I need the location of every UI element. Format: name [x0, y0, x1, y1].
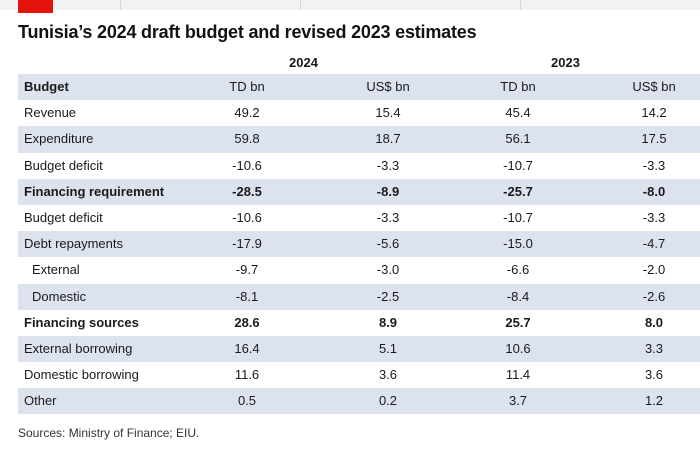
cell-td-2023: 10.6: [505, 340, 531, 356]
header-td-2024: TD bn: [229, 79, 265, 94]
cell-td-2024: 49.2: [234, 105, 260, 121]
cell-usd-2023: -3.3: [642, 209, 666, 225]
cell-td-2024: -10.6: [232, 157, 262, 173]
cell-td-2024: -9.7: [235, 262, 259, 278]
row-label: External: [32, 262, 80, 278]
header-usd-2024: US$ bn: [366, 79, 410, 94]
header-td-2023: TD bn: [500, 79, 536, 94]
table-row: Debt repayments -17.9 -5.6 -15.0 -4.7: [18, 231, 700, 258]
table-row: Budget deficit -10.6 -3.3 -10.7 -3.3: [18, 204, 700, 232]
cell-usd-2024: 8.9: [378, 314, 398, 330]
year-header-2023: 2023: [551, 55, 580, 70]
cell-td-2024: -10.6: [232, 209, 262, 225]
cell-td-2023: -15.0: [503, 236, 533, 252]
header-budget: Budget: [24, 79, 69, 94]
cell-usd-2023: 3.6: [644, 367, 664, 383]
row-label: Financing sources: [24, 314, 139, 330]
row-label: Debt repayments: [24, 236, 123, 252]
table-row: Budget deficit -10.6 -3.3 -10.7 -3.3: [18, 152, 700, 179]
table-row: Financing requirement -28.5 -8.9 -25.7 -8.0: [18, 178, 700, 205]
cell-td-2023: 45.4: [505, 105, 531, 121]
cell-td-2023: 11.4: [505, 367, 531, 383]
cell-td-2023: 3.7: [508, 393, 528, 409]
cell-td-2024: 16.4: [234, 340, 260, 356]
cell-usd-2024: -3.3: [376, 209, 400, 225]
table-row: Domestic -8.1 -2.5 -8.4 -2.6: [18, 283, 700, 310]
cell-usd-2023: 8.0: [644, 314, 664, 330]
cell-td-2024: -8.1: [235, 288, 259, 304]
cell-td-2023: -8.4: [506, 288, 530, 304]
cell-usd-2024: 15.4: [375, 105, 401, 121]
browser-top-strip: [0, 0, 700, 10]
source-note: Sources: Ministry of Finance; EIU.: [18, 426, 200, 440]
cell-usd-2024: 3.6: [378, 367, 398, 383]
row-label: Other: [24, 393, 57, 409]
row-label: Expenditure: [24, 131, 94, 147]
cell-td-2024: 59.8: [234, 131, 260, 147]
row-label: Budget deficit: [24, 157, 103, 173]
cell-usd-2024: 18.7: [375, 131, 401, 147]
table-row: External borrowing 16.4 5.1 10.6 3.3: [18, 335, 700, 363]
table-row: External -9.7 -3.0 -6.6 -2.0: [18, 257, 700, 284]
cell-usd-2024: -5.6: [376, 236, 400, 252]
cell-td-2023: 25.7: [505, 314, 531, 330]
cell-td-2024: 28.6: [234, 314, 260, 330]
row-label: Budget deficit: [24, 209, 103, 225]
table-row: Domestic borrowing 11.6 3.6 11.4 3.6: [18, 362, 700, 389]
row-label: Domestic borrowing: [24, 367, 139, 383]
cell-usd-2023: 3.3: [644, 340, 664, 356]
cell-usd-2024: -8.9: [376, 183, 400, 199]
cell-td-2024: 11.6: [234, 367, 260, 383]
cell-usd-2024: -2.5: [376, 288, 400, 304]
budget-table: Budget TD bn US$ bn TD bn US$ bn Revenue…: [18, 74, 700, 415]
top-strip-divider: [520, 0, 521, 10]
table-row: Other 0.5 0.2 3.7 1.2: [18, 388, 700, 415]
cell-usd-2023: -8.0: [642, 183, 666, 199]
cell-usd-2023: -3.3: [642, 157, 666, 173]
cell-usd-2024: -3.0: [376, 262, 400, 278]
cell-usd-2023: 17.5: [641, 131, 667, 147]
table-row: Expenditure 59.8 18.7 56.1 17.5: [18, 126, 700, 153]
cell-usd-2023: -2.6: [642, 288, 666, 304]
cell-td-2023: -25.7: [503, 183, 533, 199]
row-label: Domestic: [32, 288, 87, 304]
cell-td-2024: -28.5: [232, 183, 262, 199]
year-header-2024: 2024: [289, 55, 318, 70]
row-label: Revenue: [24, 105, 77, 121]
table-row: Revenue 49.2 15.4 45.4 14.2: [18, 100, 700, 127]
top-strip-divider: [300, 0, 301, 10]
cell-td-2023: -10.7: [503, 209, 533, 225]
cell-usd-2023: -2.0: [642, 262, 666, 278]
row-label: Financing requirement: [24, 183, 165, 199]
cell-td-2024: -17.9: [232, 236, 262, 252]
cell-td-2023: 56.1: [505, 131, 531, 147]
header-usd-2023: US$ bn: [632, 79, 676, 94]
cell-usd-2023: 1.2: [644, 393, 664, 409]
cell-usd-2024: -3.3: [376, 157, 400, 173]
cell-usd-2024: 0.2: [378, 393, 398, 409]
cell-usd-2023: 14.2: [641, 105, 667, 121]
table-header-row: Budget TD bn US$ bn TD bn US$ bn: [18, 74, 700, 101]
cell-td-2023: -6.6: [506, 262, 530, 278]
cell-td-2024: 0.5: [237, 393, 257, 409]
cell-usd-2024: 5.1: [378, 340, 398, 356]
cell-td-2023: -10.7: [503, 157, 533, 173]
brand-accent-tag: [18, 0, 53, 13]
top-strip-divider: [120, 0, 121, 10]
cell-usd-2023: -4.7: [642, 236, 666, 252]
row-label: External borrowing: [24, 340, 133, 356]
table-title: Tunisia’s 2024 draft budget and revised …: [18, 22, 477, 42]
table-row: Financing sources 28.6 8.9 25.7 8.0: [18, 309, 700, 336]
